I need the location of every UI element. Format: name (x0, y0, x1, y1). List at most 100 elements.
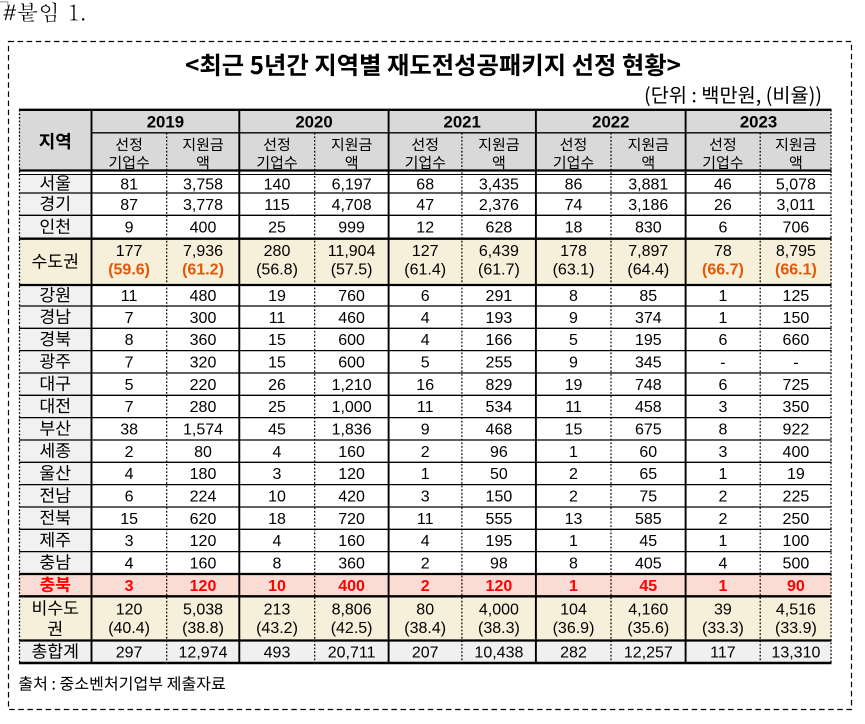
svg-text:(38.4): (38.4) (404, 620, 446, 637)
svg-text:85: 85 (639, 288, 657, 305)
svg-text:1,574: 1,574 (183, 422, 223, 439)
svg-text:(36.9): (36.9) (553, 620, 595, 637)
svg-text:620: 620 (190, 511, 217, 528)
svg-text:11,904: 11,904 (328, 243, 376, 260)
svg-text:1: 1 (569, 578, 578, 595)
svg-text:81: 81 (120, 176, 138, 193)
svg-text:1: 1 (718, 533, 727, 550)
svg-text:78: 78 (714, 243, 732, 260)
svg-text:45: 45 (639, 533, 657, 550)
svg-text:120: 120 (190, 533, 217, 550)
svg-text:10: 10 (268, 489, 286, 506)
svg-text:1,000: 1,000 (332, 399, 372, 416)
svg-text:255: 255 (486, 355, 513, 372)
svg-text:120: 120 (190, 578, 217, 595)
svg-text:282: 282 (560, 645, 587, 662)
svg-text:220: 220 (190, 377, 217, 394)
svg-text:760: 760 (338, 288, 365, 305)
svg-text:4: 4 (125, 556, 134, 573)
svg-text:555: 555 (486, 511, 513, 528)
svg-text:5: 5 (421, 355, 430, 372)
svg-text:3,881: 3,881 (628, 176, 668, 193)
svg-text:8,806: 8,806 (332, 602, 372, 619)
svg-text:280: 280 (264, 243, 291, 260)
svg-text:320: 320 (190, 355, 217, 372)
svg-text:45: 45 (268, 422, 286, 439)
svg-text:(40.4): (40.4) (108, 620, 150, 637)
svg-text:140: 140 (264, 176, 291, 193)
svg-text:6: 6 (421, 288, 430, 305)
svg-text:9: 9 (125, 220, 134, 237)
svg-text:2021: 2021 (444, 113, 481, 132)
svg-text:86: 86 (565, 176, 583, 193)
svg-text:374: 374 (635, 310, 662, 327)
svg-text:3,435: 3,435 (479, 176, 519, 193)
svg-text:16: 16 (416, 377, 434, 394)
svg-text:(43.2): (43.2) (256, 620, 298, 637)
svg-text:25: 25 (268, 399, 286, 416)
svg-text:15: 15 (120, 511, 138, 528)
svg-text:468: 468 (486, 422, 513, 439)
svg-text:4: 4 (421, 533, 430, 550)
svg-text:225: 225 (783, 489, 810, 506)
svg-text:47: 47 (416, 197, 434, 214)
svg-text:291: 291 (486, 288, 513, 305)
svg-text:3: 3 (125, 578, 134, 595)
svg-text:345: 345 (635, 355, 662, 372)
svg-text:706: 706 (783, 220, 810, 237)
svg-text:26: 26 (268, 377, 286, 394)
svg-text:166: 166 (486, 332, 513, 349)
svg-text:3,186: 3,186 (628, 197, 668, 214)
svg-text:(61.7): (61.7) (478, 261, 520, 278)
svg-text:1: 1 (718, 310, 727, 327)
svg-text:150: 150 (783, 310, 810, 327)
svg-text:2: 2 (421, 444, 430, 461)
svg-text:74: 74 (565, 197, 583, 214)
svg-text:80: 80 (416, 602, 434, 619)
svg-text:922: 922 (783, 422, 810, 439)
svg-text:400: 400 (190, 220, 217, 237)
svg-text:2: 2 (569, 466, 578, 483)
svg-text:1,210: 1,210 (332, 377, 372, 394)
svg-text:115: 115 (264, 197, 290, 214)
svg-text:1: 1 (718, 466, 727, 483)
svg-text:2: 2 (718, 511, 727, 528)
svg-text:11: 11 (417, 511, 434, 528)
svg-text:(66.1): (66.1) (775, 261, 817, 278)
svg-text:160: 160 (338, 533, 365, 550)
svg-text:2: 2 (569, 489, 578, 506)
svg-text:2,376: 2,376 (479, 197, 519, 214)
svg-text:-: - (720, 355, 725, 372)
svg-text:180: 180 (190, 466, 217, 483)
svg-text:5: 5 (569, 332, 578, 349)
svg-text:160: 160 (190, 556, 217, 573)
svg-text:(56.8): (56.8) (256, 261, 298, 278)
svg-text:4: 4 (125, 466, 134, 483)
svg-text:11: 11 (269, 310, 286, 327)
svg-text:12,974: 12,974 (179, 645, 228, 662)
svg-text:177: 177 (116, 243, 143, 260)
svg-text:1: 1 (569, 444, 578, 461)
svg-text:68: 68 (416, 176, 434, 193)
svg-text:3: 3 (125, 533, 134, 550)
svg-text:500: 500 (783, 556, 810, 573)
svg-text:2020: 2020 (295, 113, 332, 132)
svg-text:125: 125 (783, 288, 810, 305)
svg-text:6: 6 (125, 489, 134, 506)
svg-text:12: 12 (416, 220, 434, 237)
svg-text:675: 675 (635, 422, 662, 439)
svg-text:8: 8 (569, 288, 578, 305)
svg-text:6: 6 (718, 332, 727, 349)
svg-text:120: 120 (116, 602, 143, 619)
svg-text:19: 19 (565, 377, 583, 394)
svg-text:224: 224 (190, 489, 217, 506)
svg-text:19: 19 (268, 288, 286, 305)
svg-text:458: 458 (635, 399, 662, 416)
svg-text:6: 6 (718, 377, 727, 394)
svg-text:400: 400 (783, 444, 810, 461)
svg-text:2023: 2023 (740, 113, 777, 132)
svg-text:7,936: 7,936 (183, 243, 223, 260)
svg-text:600: 600 (338, 332, 365, 349)
svg-text:7,897: 7,897 (628, 243, 668, 260)
svg-text:18: 18 (268, 511, 286, 528)
